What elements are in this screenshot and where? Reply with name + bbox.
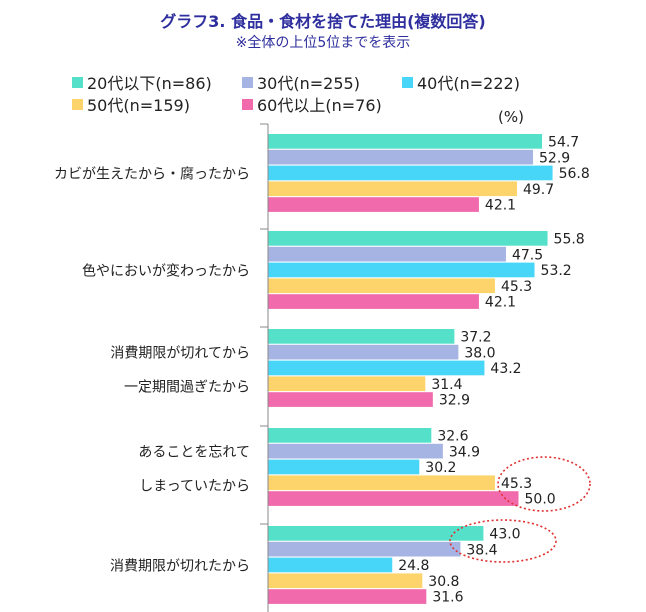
value-label-1-2: 53.2 — [541, 263, 572, 279]
category-label-2-1: 一定期間過ぎたから — [124, 380, 250, 396]
category-label-2-0: 消費期限が切れてから — [110, 346, 250, 362]
value-label-3-4: 50.0 — [525, 492, 556, 508]
value-label-0-0: 54.7 — [548, 135, 579, 151]
value-label-4-0: 43.0 — [489, 527, 520, 543]
bar-4-3 — [268, 573, 423, 589]
value-label-3-0: 32.6 — [437, 429, 468, 445]
legend-label-40s: 40代(n=222) — [417, 74, 520, 93]
legend-swatch-60s — [242, 99, 253, 110]
category-label-0-0: カビが生えたから・腐ったから — [54, 166, 250, 183]
category-label-1-0: 色やにおいが変わったから — [82, 263, 250, 280]
chart-legend: 20代以下(n=86) 30代(n=255) 40代(n=222) 50代(n=… — [0, 0, 646, 120]
bar-4-1 — [268, 541, 461, 557]
bar-0-0 — [268, 134, 543, 149]
value-label-0-4: 42.1 — [485, 198, 516, 214]
bar-2-0 — [268, 329, 455, 344]
category-label-4-0: 消費期限が切れたから — [110, 559, 250, 575]
bar-2-4 — [268, 392, 433, 407]
bar-2-1 — [268, 344, 459, 360]
chart-title: グラフ3. 食品・食材を捨てた理由(複数回答) — [160, 12, 486, 31]
legend-label-30s: 30代(n=255) — [257, 74, 360, 93]
bar-2-2 — [268, 360, 485, 376]
legend-item-60s: 60代以上(n=76) — [242, 92, 382, 116]
bar-4-2 — [268, 557, 393, 573]
legend-item-30s: 30代(n=255) — [242, 70, 360, 94]
legend-item-20s: 20代以下(n=86) — [72, 70, 212, 94]
category-label-3-0: あることを忘れて — [138, 445, 250, 461]
legend-swatch-50s — [72, 99, 83, 110]
bar-2-3 — [268, 376, 426, 392]
bar-3-1 — [268, 443, 443, 459]
legend-swatch-20s — [72, 77, 83, 88]
value-label-0-2: 56.8 — [559, 166, 590, 182]
value-label-0-1: 52.9 — [539, 150, 570, 166]
bar-4-0 — [268, 526, 484, 541]
value-label-3-2: 30.2 — [425, 460, 456, 476]
value-label-4-3: 30.8 — [428, 574, 459, 590]
bar-1-1 — [268, 246, 506, 262]
value-label-4-2: 24.8 — [398, 558, 429, 574]
bar-4-4 — [268, 589, 427, 604]
value-label-2-4: 32.9 — [439, 393, 470, 409]
value-label-3-1: 34.9 — [449, 444, 480, 460]
bar-0-1 — [268, 149, 534, 165]
value-label-3-3: 45.3 — [501, 476, 532, 492]
value-label-1-4: 42.1 — [485, 295, 516, 311]
value-label-4-1: 38.4 — [466, 542, 497, 558]
legend-label-20s: 20代以下(n=86) — [87, 74, 212, 93]
legend-item-40s: 40代(n=222) — [402, 70, 520, 94]
value-label-2-2: 43.2 — [490, 361, 521, 377]
value-label-0-3: 49.7 — [523, 182, 554, 198]
bar-0-2 — [268, 165, 553, 181]
value-label-4-4: 31.6 — [432, 590, 463, 606]
legend-label-50s: 50代(n=159) — [87, 96, 190, 115]
value-label-1-0: 55.8 — [554, 232, 585, 248]
value-label-2-3: 31.4 — [431, 377, 462, 393]
value-label-2-1: 38.0 — [464, 345, 495, 361]
bar-1-3 — [268, 278, 495, 294]
value-label-1-3: 45.3 — [501, 279, 532, 295]
bar-1-0 — [268, 231, 548, 246]
legend-swatch-30s — [242, 77, 253, 88]
legend-swatch-40s — [402, 77, 413, 88]
category-label-3-1: しまっていたから — [139, 479, 250, 495]
unit-label: (%) — [498, 108, 524, 126]
chart-subtitle: ※全体の上位5位までを表示 — [235, 35, 411, 51]
value-label-1-1: 47.5 — [512, 247, 543, 263]
legend-item-50s: 50代(n=159) — [72, 92, 190, 116]
value-label-2-0: 37.2 — [460, 330, 491, 346]
bar-0-3 — [268, 181, 517, 197]
bar-3-0 — [268, 428, 432, 443]
bar-0-4 — [268, 197, 479, 212]
bar-3-3 — [268, 475, 495, 491]
bar-1-4 — [268, 294, 479, 309]
bar-3-4 — [268, 491, 519, 506]
bar-3-2 — [268, 459, 420, 475]
legend-label-60s: 60代以上(n=76) — [257, 96, 382, 115]
bar-1-2 — [268, 262, 535, 278]
highlight-ellipse-forgot — [497, 456, 591, 512]
highlight-ellipse-expired — [449, 519, 557, 563]
